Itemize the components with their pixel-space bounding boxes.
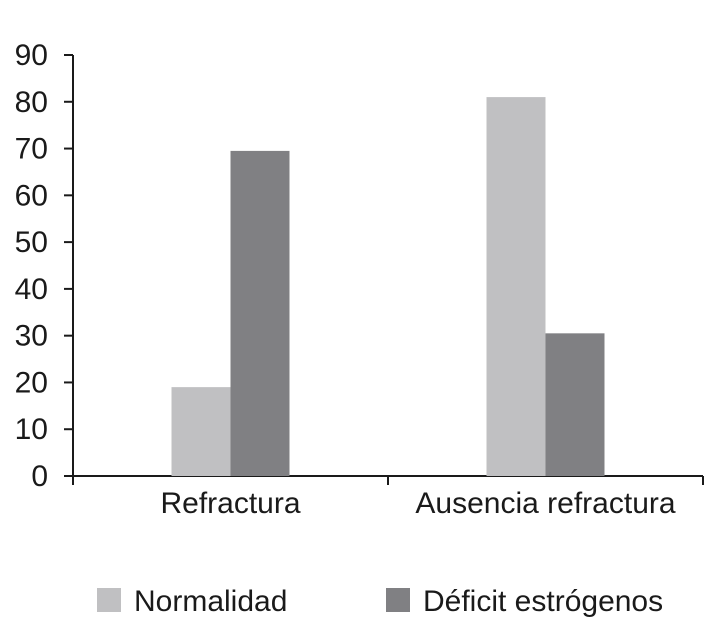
y-ticks: 0 10 20 30 40 50 60 70 80 90 bbox=[15, 39, 73, 493]
legend-swatch bbox=[386, 588, 410, 612]
x-axis: Refractura Ausencia refractura bbox=[72, 475, 704, 520]
y-axis: 0 10 20 30 40 50 60 70 80 90 bbox=[15, 39, 74, 493]
category-label: Ausencia refractura bbox=[415, 487, 675, 520]
y-tick-label: 60 bbox=[15, 179, 48, 212]
legend-swatch bbox=[97, 588, 121, 612]
bar-normalidad bbox=[486, 97, 546, 476]
y-tick-label: 50 bbox=[15, 226, 48, 259]
y-tick-label: 20 bbox=[15, 366, 48, 399]
y-tick-label: 40 bbox=[15, 273, 48, 306]
x-ticks: Refractura Ausencia refractura bbox=[72, 476, 704, 520]
bar-deficit-estrogenos bbox=[545, 333, 605, 476]
y-tick-label: 10 bbox=[15, 413, 48, 446]
bar-deficit-estrogenos bbox=[230, 150, 290, 476]
y-tick-label: 0 bbox=[31, 460, 48, 493]
category-label: Refractura bbox=[160, 487, 300, 520]
bar-normalidad bbox=[171, 387, 231, 476]
y-tick-label: 90 bbox=[15, 39, 48, 72]
y-tick-label: 30 bbox=[15, 320, 48, 353]
y-tick-label: 70 bbox=[15, 133, 48, 166]
legend-label: Déficit estrógenos bbox=[423, 585, 663, 618]
legend-label: Normalidad bbox=[134, 585, 287, 618]
legend: Normalidad Déficit estrógenos bbox=[97, 585, 663, 618]
y-tick-label: 80 bbox=[15, 86, 48, 119]
bars bbox=[171, 97, 605, 476]
